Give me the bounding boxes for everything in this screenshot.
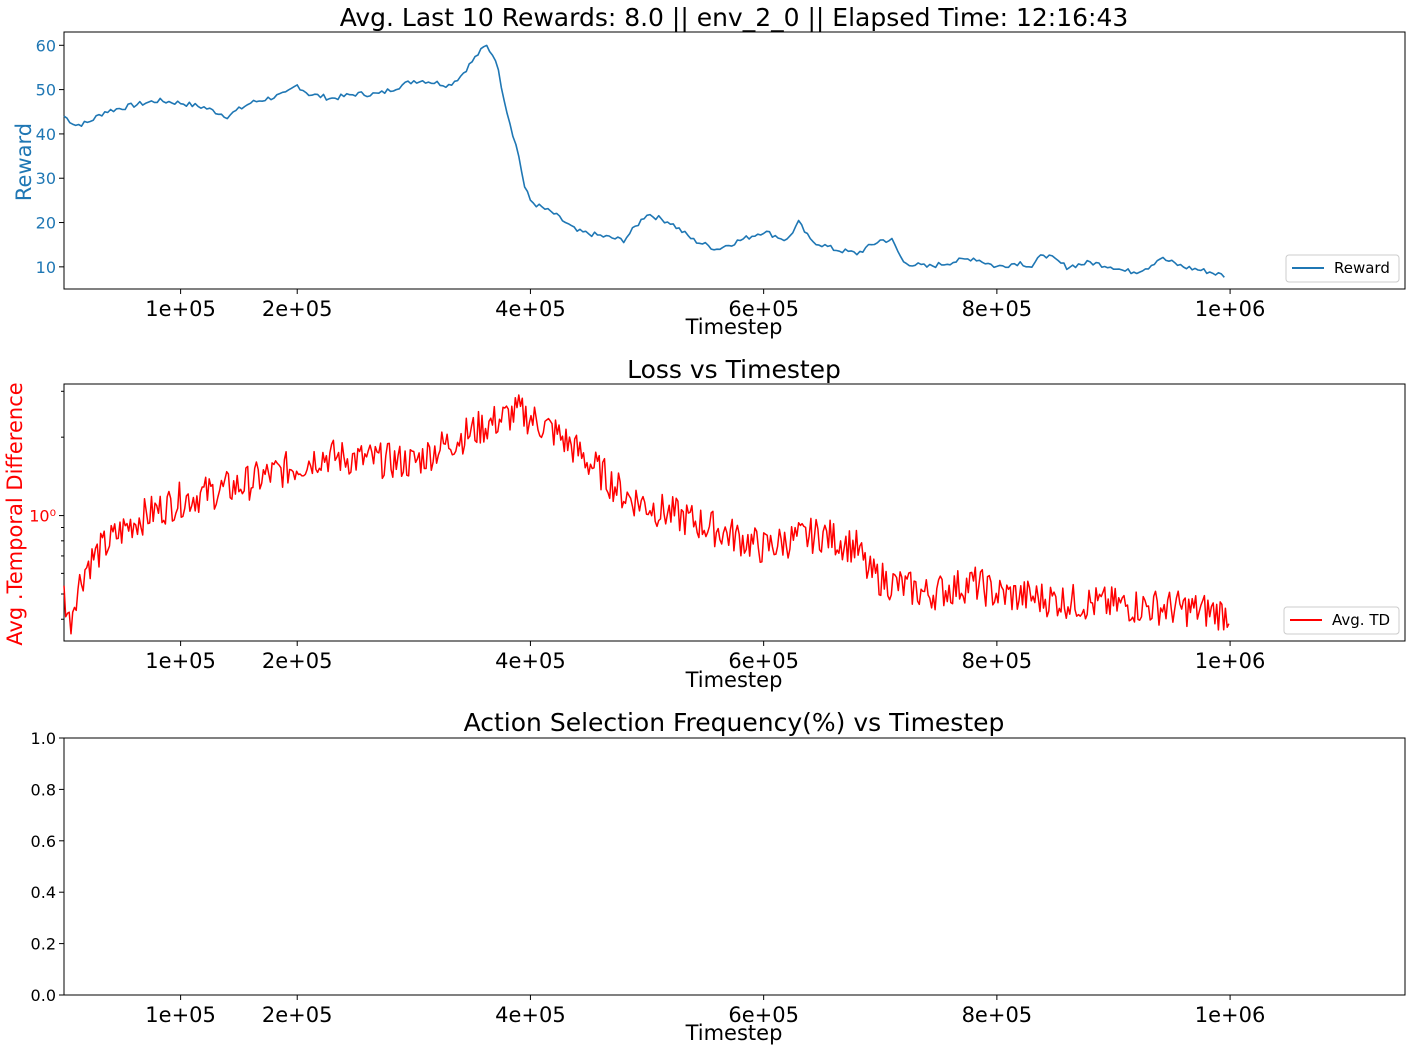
loss-legend-label: Avg. TD — [1332, 611, 1390, 629]
loss-y-tick-label: 10⁰ — [29, 507, 56, 526]
loss-x-axis-label: Timestep — [685, 668, 783, 692]
action-x-tick-label: 8e+05 — [962, 1003, 1033, 1027]
reward-y-tick-label: 20 — [36, 214, 56, 233]
action-x-tick-label: 1e+06 — [1195, 1003, 1266, 1027]
reward-x-tick-label: 1e+06 — [1195, 297, 1266, 321]
reward-panel: Avg. Last 10 Rewards: 8.0 || env_2_0 || … — [12, 3, 1406, 339]
action-x-tick-label: 2e+05 — [262, 1003, 333, 1027]
action-y-tick-label: 0.4 — [31, 883, 56, 902]
reward-legend-label: Reward — [1334, 259, 1390, 277]
reward-legend-box — [1285, 254, 1400, 283]
reward-x-axis-label: Timestep — [685, 315, 783, 339]
loss-line — [63, 394, 1230, 635]
reward-y-tick-label: 40 — [36, 125, 56, 144]
action-x-axis-label: Timestep — [685, 1021, 783, 1045]
action-chart-title: Action Selection Frequency(%) vs Timeste… — [464, 708, 1005, 737]
loss-legend-box — [1283, 606, 1400, 635]
loss-x-tick-label: 8e+05 — [962, 649, 1033, 673]
action-ticks: 1e+05 2e+05 4e+05 6e+05 8e+05 1e+06 0.0 0.2 0.4 0… — [31, 729, 1266, 1027]
reward-x-tick-label: 2e+05 — [262, 297, 333, 321]
loss-ticks: 1e+05 2e+05 4e+05 6e+05 8e+05 1e+06 10⁰ — [29, 390, 1266, 673]
loss-y-axis-label: Avg .Temporal Difference — [3, 382, 27, 645]
reward-series — [63, 44, 1225, 278]
action-y-tick-label: 0.6 — [31, 832, 56, 851]
reward-x-tick-label: 6e+05 — [728, 297, 799, 321]
loss-x-tick-label: 4e+05 — [495, 649, 566, 673]
reward-y-tick-label: 30 — [36, 169, 56, 188]
reward-ticks: 1e+05 2e+05 4e+05 6e+05 8e+05 1e+06 10 20 30 40 50… — [36, 36, 1266, 321]
loss-plot-frame — [63, 383, 1406, 642]
reward-x-tick-label: 8e+05 — [962, 297, 1033, 321]
action-y-tick-label: 0.0 — [31, 986, 56, 1005]
reward-legend: Reward — [1285, 254, 1400, 283]
reward-x-tick-label: 1e+05 — [145, 297, 216, 321]
loss-legend: Avg. TD — [1283, 606, 1400, 635]
reward-chart-title: Avg. Last 10 Rewards: 8.0 || env_2_0 || … — [340, 3, 1129, 32]
reward-y-axis-label: Reward — [12, 123, 36, 201]
loss-chart-title: Loss vs Timestep — [627, 355, 841, 384]
loss-series — [63, 394, 1230, 635]
loss-x-tick-label: 6e+05 — [728, 649, 799, 673]
loss-x-tick-label: 1e+05 — [145, 649, 216, 673]
loss-x-tick-label: 1e+06 — [1195, 649, 1266, 673]
action-panel: Action Selection Frequency(%) vs Timeste… — [31, 708, 1406, 1045]
action-y-tick-label: 1.0 — [31, 729, 56, 748]
reward-y-tick-label: 50 — [36, 81, 56, 100]
action-y-tick-label: 0.2 — [31, 935, 56, 954]
reward-plot-frame — [63, 31, 1406, 290]
reward-line — [63, 44, 1225, 278]
reward-x-tick-label: 4e+05 — [495, 297, 566, 321]
action-plot-frame — [63, 737, 1406, 996]
loss-x-tick-label: 2e+05 — [262, 649, 333, 673]
reward-y-tick-label: 60 — [36, 36, 56, 55]
loss-panel: Loss vs Timestep 1e+05 2e+05 4e+05 6e+05 8e+… — [3, 355, 1406, 692]
action-y-tick-label: 0.8 — [31, 780, 56, 799]
action-x-tick-label: 1e+05 — [145, 1003, 216, 1027]
reward-y-tick-label: 10 — [36, 258, 56, 277]
action-x-tick-label: 6e+05 — [728, 1003, 799, 1027]
action-x-tick-label: 4e+05 — [495, 1003, 566, 1027]
